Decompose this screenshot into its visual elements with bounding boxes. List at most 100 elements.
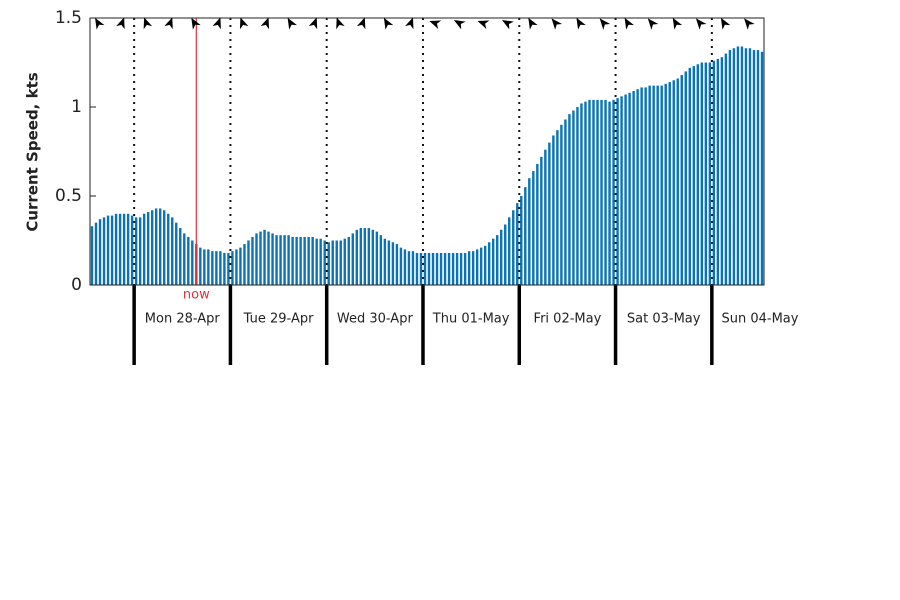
direction-arrow [116,17,125,30]
now-label: now [183,288,210,303]
plot-frame [89,17,765,286]
bar [568,114,571,286]
bar [588,99,591,285]
bar [90,226,94,285]
bar [94,222,98,285]
bar [648,85,651,285]
bar [154,208,158,285]
bar [146,212,150,285]
x-tick-label: Sat 03-May [627,312,701,327]
bar [175,222,178,285]
bar [263,229,266,285]
bar [596,99,599,285]
bar [576,107,579,285]
bar [584,101,587,285]
bar [624,94,627,285]
direction-arrow [287,17,297,30]
direction-arrow [429,20,442,29]
bar [375,231,379,285]
bar [347,236,350,285]
bar [163,210,166,285]
bar [110,215,114,285]
bar [259,231,262,285]
bar [636,89,639,285]
bar [403,249,407,285]
bar [756,50,760,285]
bar [122,213,126,285]
bar [187,236,190,285]
direction-arrow [308,17,318,30]
bar [355,229,358,285]
bar [134,217,138,285]
bar [231,251,234,285]
bar [167,213,170,285]
bar [491,238,495,285]
bar [524,187,527,285]
bar [475,249,479,285]
bar [439,252,443,285]
bar [427,252,431,285]
bar [664,83,667,285]
y-tick-label: 0 [71,275,82,295]
bar [118,213,122,285]
bar [700,62,704,285]
bar [335,240,338,285]
direction-arrow [502,20,514,30]
bar [299,236,302,285]
bar [102,217,106,285]
direction-arrow [356,17,366,30]
direction-arrow [477,20,490,29]
bar [660,85,663,285]
x-tick-label: Fri 02-May [534,312,602,327]
bar [760,51,764,285]
bar [275,235,278,285]
bar [459,252,463,285]
direction-arrow [528,17,538,30]
bar [239,247,242,285]
bar [604,99,607,285]
y-tick-label: 1 [71,97,82,117]
bar [179,228,182,285]
bar [672,80,675,285]
bar [748,48,752,286]
bar [632,90,635,285]
direction-arrow [164,17,173,30]
bar [295,236,298,285]
direction-arrow [453,20,466,30]
bar [447,252,451,285]
bar [130,215,134,285]
bar [219,251,222,285]
bar [516,203,519,285]
bar [736,46,740,286]
bar [387,240,391,285]
bar [391,242,395,285]
bar [223,252,226,285]
bar [471,251,475,285]
bar [311,236,314,285]
bar [359,228,363,285]
bar [207,249,210,285]
bar [215,251,218,285]
direction-arrow [405,17,414,30]
bar [592,99,595,285]
bar [399,247,403,285]
bar [532,171,535,285]
bar [343,238,346,285]
bar [580,103,583,285]
bar [411,251,415,285]
bar [652,85,655,285]
bar [536,163,539,285]
bar [640,87,643,285]
bar [323,240,326,285]
direction-arrow [239,17,249,30]
bar [496,235,499,285]
x-tick-label: Thu 01-May [432,312,510,327]
direction-arrow [624,17,634,30]
direction-arrow [576,17,586,30]
bar [150,210,154,285]
bar [644,87,647,285]
direction-arrow [336,17,345,30]
bar [728,50,732,285]
bar [351,233,354,285]
